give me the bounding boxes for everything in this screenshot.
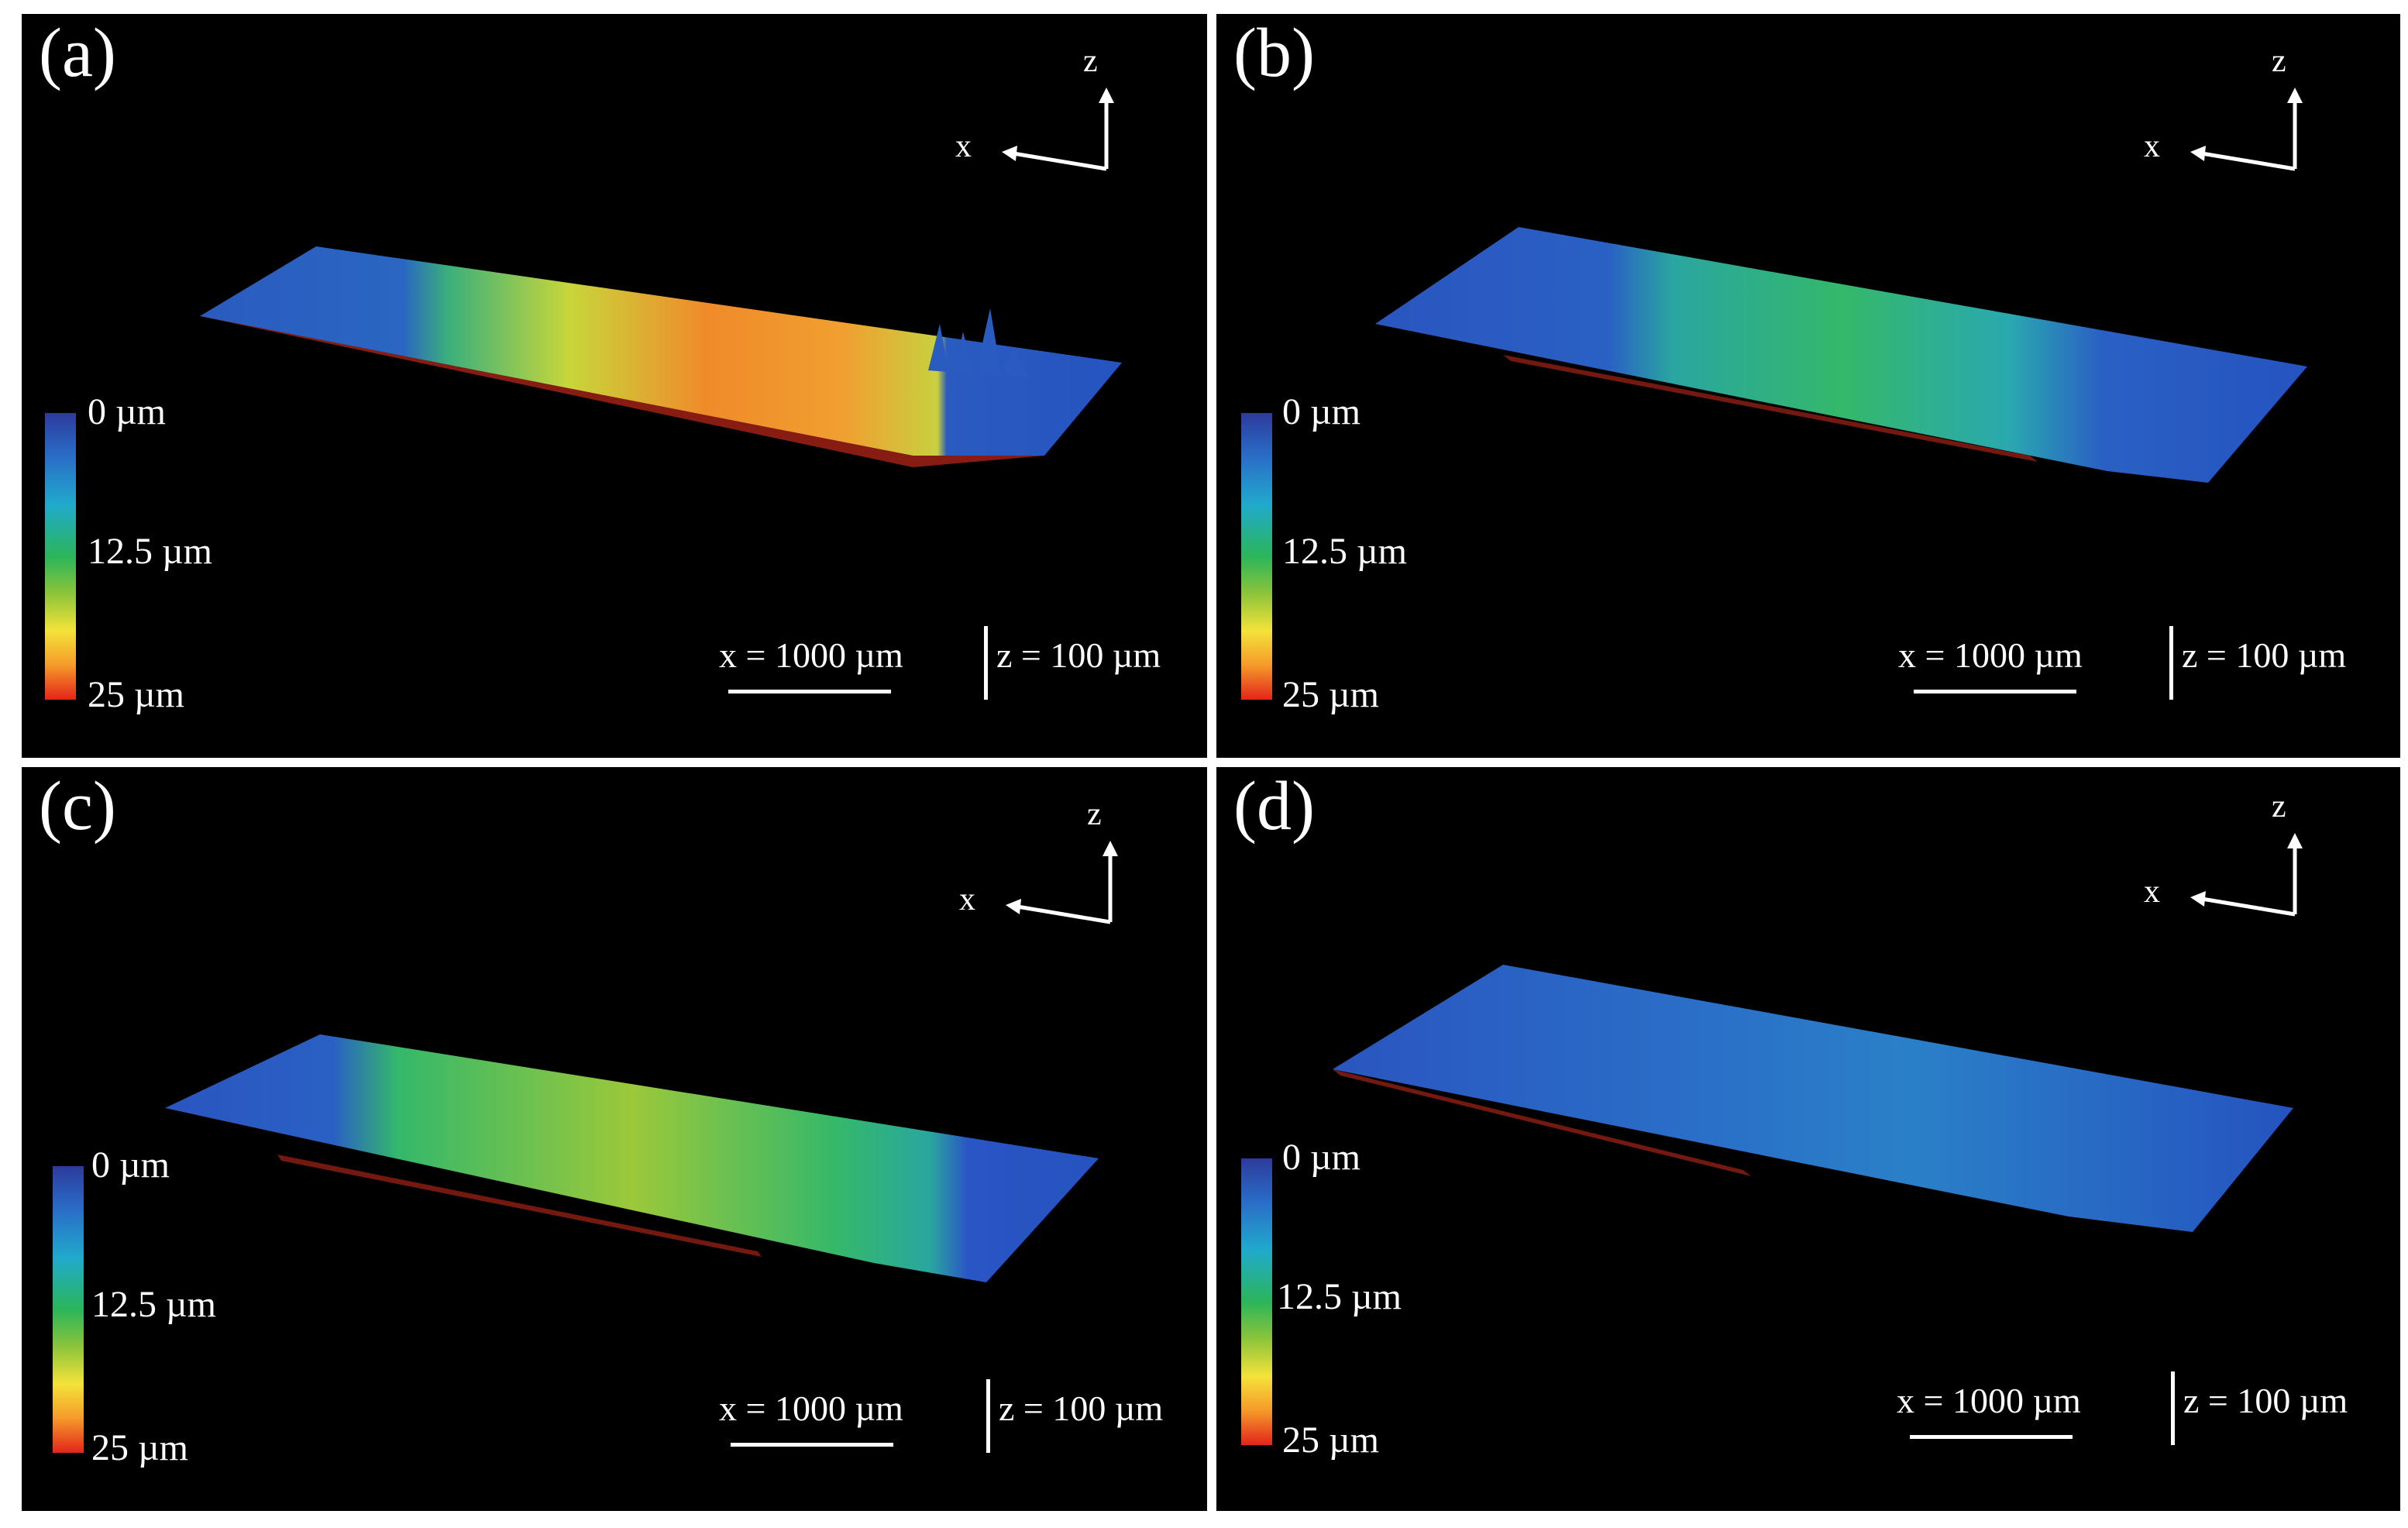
colorbar-mid-label: 12.5 µm [1282,531,1407,572]
z-scale-bar [986,1379,990,1453]
z-axis-label: z [1087,797,1102,832]
x-scale-label: x = 1000 µm [1897,1381,2081,1420]
colorbar-top-label: 0 µm [1282,1137,1361,1178]
z-scale-label: z = 100 µm [996,635,1161,675]
z-scale-label: z = 100 µm [2183,1381,2348,1420]
colorbar-mid-label: 12.5 µm [88,531,212,572]
panel-label: (d) [1233,768,1315,845]
surface-edge [1503,355,2038,462]
panel-label: (a) [39,15,116,91]
panel-label: (b) [1233,15,1315,91]
colorbar [1241,1158,1272,1445]
z-axis-label: z [1083,43,1098,79]
surface-edge [277,1155,762,1257]
surface-3d-plot [165,1034,1099,1282]
colorbar [53,1166,84,1453]
colorbar-mid-label: 12.5 µm [1277,1276,1402,1317]
surface-3d-plot [1333,965,2293,1232]
z-scale-label: z = 100 µm [2182,635,2347,675]
z-axis-label: z [2272,789,2286,824]
axis-arrows-icon [1002,88,1114,171]
colorbar-mid-label: 12.5 µm [91,1284,216,1325]
panel-b: (b) z x 0 µm 12.5 µm 25 µm x = 1000 µm z… [1216,14,2400,758]
colorbar-top-label: 0 µm [91,1144,170,1186]
surface-strip [1375,227,2307,483]
x-scale-label: x = 1000 µm [719,635,903,675]
surface-edge [1333,1069,1751,1176]
surface-strip [1333,965,2293,1232]
x-scale-bar [1910,1435,2073,1439]
axis-arrows-icon [2190,88,2303,171]
surface-strip [165,1034,1099,1282]
panel-d: (d) z x 0 µm 12.5 µm 25 µm x = 1000 µm z… [1216,767,2400,1511]
surface-3d-plot [200,246,1122,467]
panel-label: (c) [39,768,116,845]
z-scale-bar [2171,1371,2175,1445]
surface-peaks [928,308,1029,386]
panel-a: (a) z x 0 µm 12.5 µm 25 µm x = 1000 µm z… [22,14,1207,758]
z-axis-label: z [2272,43,2286,79]
axis-arrows-icon [2190,833,2303,917]
panel-c: (c) z x 0 µm 12.5 µm 25 µm x = 1000 µm z… [22,767,1207,1511]
z-scale-label: z = 100 µm [999,1389,1164,1428]
x-scale-bar [728,690,891,693]
x-axis-label: x [2144,874,2160,910]
x-scale-label: x = 1000 µm [1898,635,2083,675]
colorbar-bottom-label: 25 µm [91,1427,188,1468]
colorbar [1241,413,1272,700]
colorbar-bottom-label: 25 µm [88,674,184,715]
colorbar-bottom-label: 25 µm [1282,1420,1379,1461]
colorbar-bottom-label: 25 µm [1282,674,1379,715]
z-scale-bar [984,626,988,700]
axis-arrows-icon [1006,841,1118,924]
surface-3d-plot [1375,227,2307,483]
colorbar [45,413,76,700]
z-scale-bar [2169,626,2173,700]
x-axis-label: x [959,882,975,917]
surface-strip [200,246,1122,456]
x-scale-label: x = 1000 µm [719,1389,903,1428]
x-scale-bar [731,1443,893,1447]
colorbar-top-label: 0 µm [88,391,166,432]
x-axis-label: x [955,129,972,164]
x-scale-bar [1914,690,2076,693]
colorbar-top-label: 0 µm [1282,391,1361,432]
x-axis-label: x [2144,129,2160,164]
